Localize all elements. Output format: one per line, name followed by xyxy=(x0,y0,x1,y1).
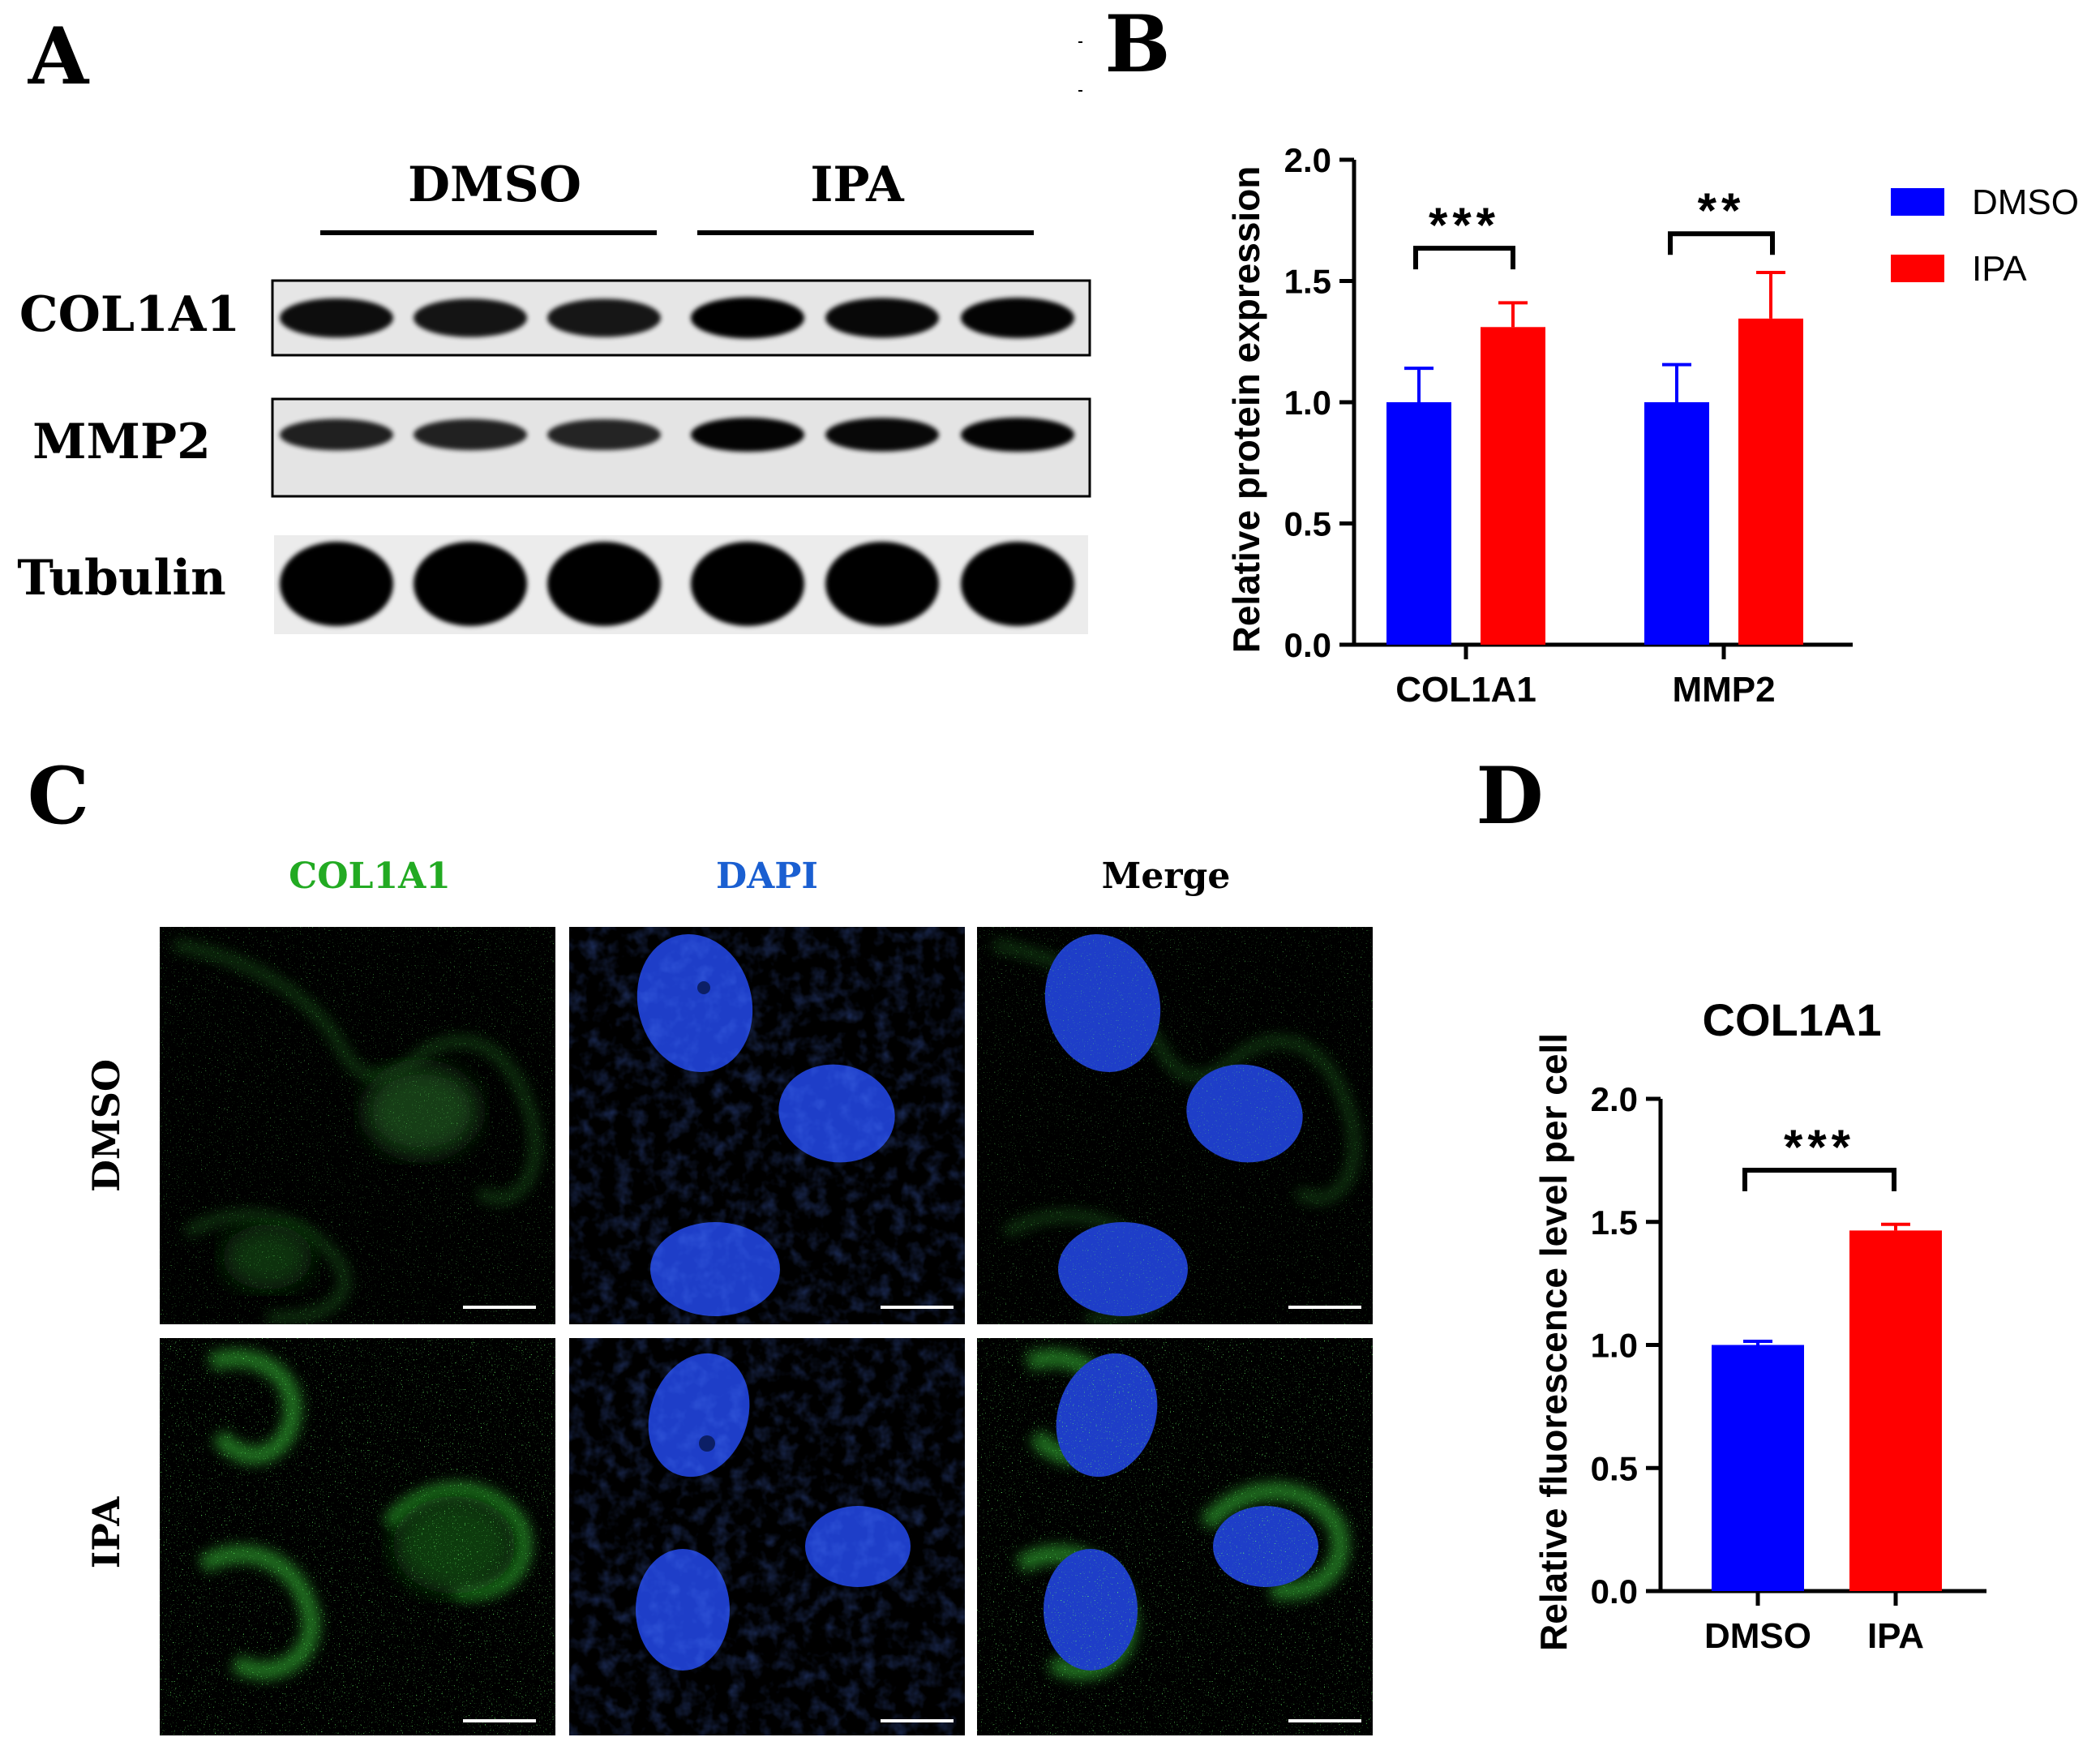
blot-row-label-tubulin: Tubulin xyxy=(17,550,226,607)
group-label-dmso: DMSO xyxy=(408,157,581,213)
micrograph-dmso-dapi xyxy=(569,927,965,1324)
blot-band xyxy=(547,542,661,626)
blot-band xyxy=(825,542,939,626)
blot-band xyxy=(280,298,393,338)
legend-swatch xyxy=(1891,255,1944,282)
micrograph-ipa-merge xyxy=(977,1338,1373,1735)
y-axis-label: Relative protein expression xyxy=(1225,166,1267,654)
y-axis-label: Relative fluorescence level per cell xyxy=(1532,1033,1575,1651)
micrograph-ipa-col1a1 xyxy=(160,1338,555,1735)
bar xyxy=(1738,318,1803,645)
legend-swatch xyxy=(1891,188,1944,216)
blot-band xyxy=(961,417,1074,453)
blot-strip-col1a1 xyxy=(271,279,1091,357)
blot-row-label-mmp2: MMP2 xyxy=(32,414,211,470)
x-tick-label: DMSO xyxy=(1704,1616,1811,1656)
panel-label-a: A xyxy=(28,11,90,102)
blot-band xyxy=(691,542,804,626)
blot-band xyxy=(961,542,1074,626)
blot-band xyxy=(414,418,527,451)
blot-band xyxy=(414,542,527,626)
bar xyxy=(1481,327,1545,645)
x-tick-label: MMP2 xyxy=(1672,670,1775,710)
blot-strip-mmp2 xyxy=(271,397,1091,498)
legend: DMSO IPA xyxy=(1891,182,2079,289)
channel-label-merge: Merge xyxy=(1102,856,1231,897)
x-category-labels: DMSO IPA xyxy=(1704,1591,1924,1656)
blot-bands xyxy=(280,297,1074,626)
x-tick-label: COL1A1 xyxy=(1395,670,1536,710)
micrograph-ipa-dapi xyxy=(569,1338,965,1735)
western-blot-panel: DMSO IPA COL1A1 MMP2 Tubulin xyxy=(17,157,1091,634)
y-ticks: 0.0 0.5 1.0 1.5 2.0 xyxy=(1284,141,1354,664)
y-tick-label: 0.5 xyxy=(1591,1449,1638,1487)
y-tick-label: 1.5 xyxy=(1591,1203,1638,1242)
bars xyxy=(1386,271,1803,645)
blot-strip-tubulin xyxy=(274,535,1088,634)
bar xyxy=(1849,1230,1942,1591)
blot-band xyxy=(414,298,527,337)
panel-label-b: B xyxy=(1104,0,1170,90)
y-tick-label: 0.0 xyxy=(1591,1572,1638,1611)
legend-label: DMSO xyxy=(1972,182,2079,222)
chart-title: COL1A1 xyxy=(1703,994,1882,1045)
significance-label: ** xyxy=(1698,183,1746,238)
blot-band xyxy=(547,298,661,337)
blot-band xyxy=(691,297,804,339)
micrograph-dmso-merge xyxy=(977,927,1373,1324)
y-tick-label: 2.0 xyxy=(1284,141,1331,179)
y-tick-label: 0.0 xyxy=(1284,626,1331,664)
significance-bracket xyxy=(1413,246,1515,270)
blot-row-label-col1a1: COL1A1 xyxy=(19,286,240,343)
significance-bracket xyxy=(1668,231,1775,255)
x-category-labels: COL1A1 MMP2 xyxy=(1395,645,1776,710)
significance-label: *** xyxy=(1784,1120,1855,1174)
row-label-ipa: IPA xyxy=(84,1495,128,1568)
blot-band xyxy=(961,298,1074,338)
micrograph-dmso-col1a1 xyxy=(160,927,555,1324)
significance-brackets: *** xyxy=(1742,1120,1896,1192)
channel-label-col1a1: COL1A1 xyxy=(289,856,451,897)
row-label-dmso: DMSO xyxy=(84,1059,128,1192)
immunofluorescence-panel: COL1A1 DAPI Merge DMSO IPA xyxy=(84,856,1373,1735)
group-label-ipa: IPA xyxy=(810,157,905,213)
y-ticks: 0.0 0.5 1.0 1.5 2.0 xyxy=(1591,1080,1661,1611)
blot-band xyxy=(825,418,939,452)
panel-label-d: D xyxy=(1476,750,1543,842)
blot-band xyxy=(280,542,393,626)
bar-chart-fluorescence: COL1A1 0.0 0.5 1.0 1.5 2.0 DMSO IPA *** Relat… xyxy=(1532,994,1986,1656)
y-tick-label: 1.5 xyxy=(1284,263,1331,301)
bars xyxy=(1712,1222,1942,1591)
y-tick-label: 0.5 xyxy=(1284,505,1331,543)
bar xyxy=(1386,402,1451,645)
significance-label: *** xyxy=(1429,198,1500,252)
significance-bracket xyxy=(1742,1168,1896,1192)
channel-label-dapi: DAPI xyxy=(716,856,818,897)
blot-band xyxy=(280,418,393,451)
significance-brackets: *** ** xyxy=(1413,183,1775,270)
legend-label: IPA xyxy=(1972,249,2027,289)
y-tick-label: 1.0 xyxy=(1591,1327,1638,1365)
bar xyxy=(1712,1345,1804,1591)
panel-label-c: C xyxy=(28,750,89,842)
y-tick-label: 1.0 xyxy=(1284,384,1331,422)
y-tick-label: 2.0 xyxy=(1591,1080,1638,1118)
bar-chart-protein-expression: 0.00.51.01.52.0 COL1A1 MMP2 *** ** Relativ… xyxy=(1225,141,2079,710)
x-tick-label: IPA xyxy=(1867,1616,1924,1656)
blot-band xyxy=(547,418,661,451)
blot-band xyxy=(825,298,939,338)
blot-band xyxy=(691,417,804,453)
bar xyxy=(1644,402,1709,645)
